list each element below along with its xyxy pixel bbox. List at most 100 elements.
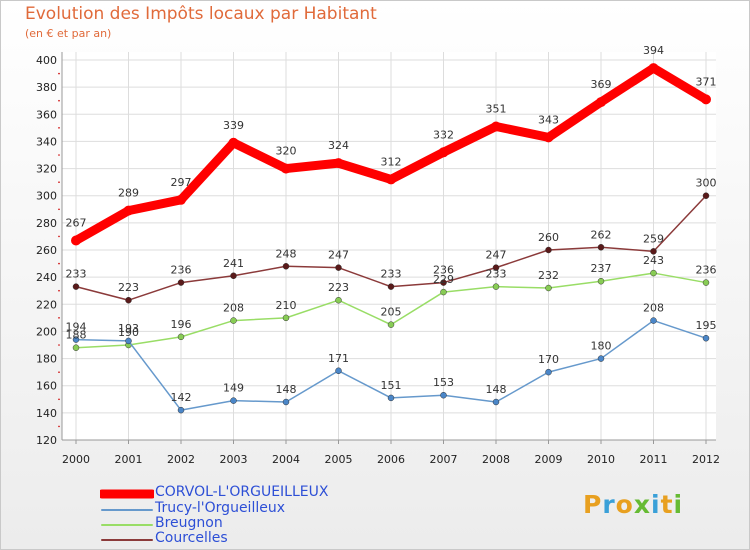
- data-label: 237: [591, 262, 612, 275]
- plot-area: [62, 52, 716, 440]
- y-minor-tick: [58, 262, 60, 265]
- data-point: [72, 336, 80, 343]
- data-label: 260: [538, 231, 559, 244]
- data-label: 208: [223, 302, 244, 315]
- data-point: [333, 158, 344, 169]
- data-point: [177, 279, 185, 286]
- x-tick-label: 2001: [115, 453, 143, 466]
- logo-letter: i: [673, 490, 684, 519]
- logo-letter: P: [583, 490, 603, 519]
- legend-swatch: [101, 539, 153, 541]
- logo-letter: r: [602, 490, 616, 519]
- data-label: 232: [538, 269, 559, 282]
- data-label: 248: [276, 247, 297, 260]
- legend-label: Courcelles: [155, 530, 228, 546]
- data-label: 223: [328, 281, 349, 294]
- data-point: [72, 344, 80, 351]
- y-tick-label: 360: [36, 108, 57, 121]
- x-tick-label: 2002: [167, 453, 195, 466]
- y-tick-label: 160: [36, 380, 57, 393]
- data-label: 193: [118, 322, 139, 335]
- data-point: [387, 283, 395, 290]
- x-tick-label: 2007: [430, 453, 458, 466]
- legend-swatch: [101, 509, 153, 511]
- legend-label: CORVOL-L'ORGUEILLEUX: [155, 484, 329, 500]
- data-point: [438, 147, 449, 158]
- data-point: [545, 284, 552, 292]
- data-label: 170: [538, 353, 559, 366]
- data-label: 180: [591, 340, 612, 353]
- x-tick-label: 2004: [272, 453, 300, 466]
- y-tick-label: 260: [36, 244, 57, 257]
- data-label: 243: [643, 254, 664, 267]
- x-tick-label: 2010: [587, 453, 615, 466]
- x-tick-label: 2009: [535, 453, 563, 466]
- data-point: [125, 296, 132, 304]
- data-point: [230, 397, 237, 404]
- y-minor-tick: [58, 289, 60, 292]
- data-label: 142: [171, 391, 192, 404]
- x-tick-label: 2000: [62, 453, 90, 466]
- data-label: 148: [486, 383, 507, 396]
- data-label: 339: [223, 119, 244, 132]
- data-point: [492, 264, 500, 271]
- data-label: 320: [276, 145, 297, 158]
- data-label: 300: [696, 177, 717, 190]
- data-label: 247: [328, 249, 349, 262]
- data-point: [545, 368, 552, 376]
- data-point: [597, 277, 605, 285]
- data-label: 229: [433, 273, 454, 286]
- data-label: 153: [433, 376, 454, 389]
- data-label: 233: [66, 268, 87, 281]
- data-label: 343: [538, 113, 559, 126]
- data-point: [281, 163, 291, 174]
- data-label: 236: [171, 264, 192, 277]
- data-point: [491, 121, 501, 132]
- data-point: [335, 296, 342, 304]
- y-minor-tick: [58, 371, 60, 373]
- data-point: [282, 398, 290, 406]
- data-point: [177, 333, 185, 341]
- data-label: 171: [328, 352, 349, 365]
- data-point: [492, 398, 500, 406]
- y-minor-tick: [58, 398, 60, 401]
- data-point: [545, 246, 552, 254]
- legend-label: Trucy-l'Orgueilleux: [155, 500, 285, 516]
- data-point: [650, 248, 657, 255]
- chart-subtitle: (en € et par an): [25, 27, 112, 40]
- data-label: 205: [381, 306, 402, 319]
- data-point: [543, 132, 554, 143]
- y-minor-tick: [58, 425, 60, 428]
- x-tick-label: 2003: [220, 453, 248, 466]
- legend-swatch: [101, 524, 153, 526]
- y-minor-tick: [58, 72, 60, 75]
- data-label: 148: [276, 383, 297, 396]
- data-label: 190: [118, 326, 139, 339]
- x-tick-label: 2011: [640, 453, 668, 466]
- data-label: 149: [223, 382, 244, 395]
- y-minor-tick: [58, 344, 60, 346]
- legend-swatch: [100, 489, 154, 499]
- data-point: [72, 283, 80, 290]
- data-label: 223: [118, 281, 139, 294]
- data-point: [596, 97, 606, 108]
- data-label: 196: [171, 318, 192, 331]
- data-label: 369: [591, 78, 612, 91]
- logo-letter: o: [615, 490, 634, 519]
- y-tick-label: 180: [36, 353, 57, 366]
- data-point: [650, 317, 657, 324]
- logo-letter: x: [633, 490, 651, 519]
- data-label: 267: [66, 217, 87, 230]
- data-label: 208: [643, 302, 664, 315]
- data-point: [282, 314, 290, 322]
- x-tick-label: 2005: [325, 453, 353, 466]
- data-point: [440, 391, 447, 399]
- y-minor-tick: [58, 181, 60, 183]
- data-label: 351: [486, 103, 507, 116]
- y-tick-label: 300: [36, 190, 57, 203]
- data-label: 233: [486, 268, 507, 281]
- data-point: [702, 279, 710, 286]
- data-label: 233: [381, 268, 402, 281]
- data-point: [176, 194, 186, 205]
- y-tick-label: 220: [36, 298, 57, 311]
